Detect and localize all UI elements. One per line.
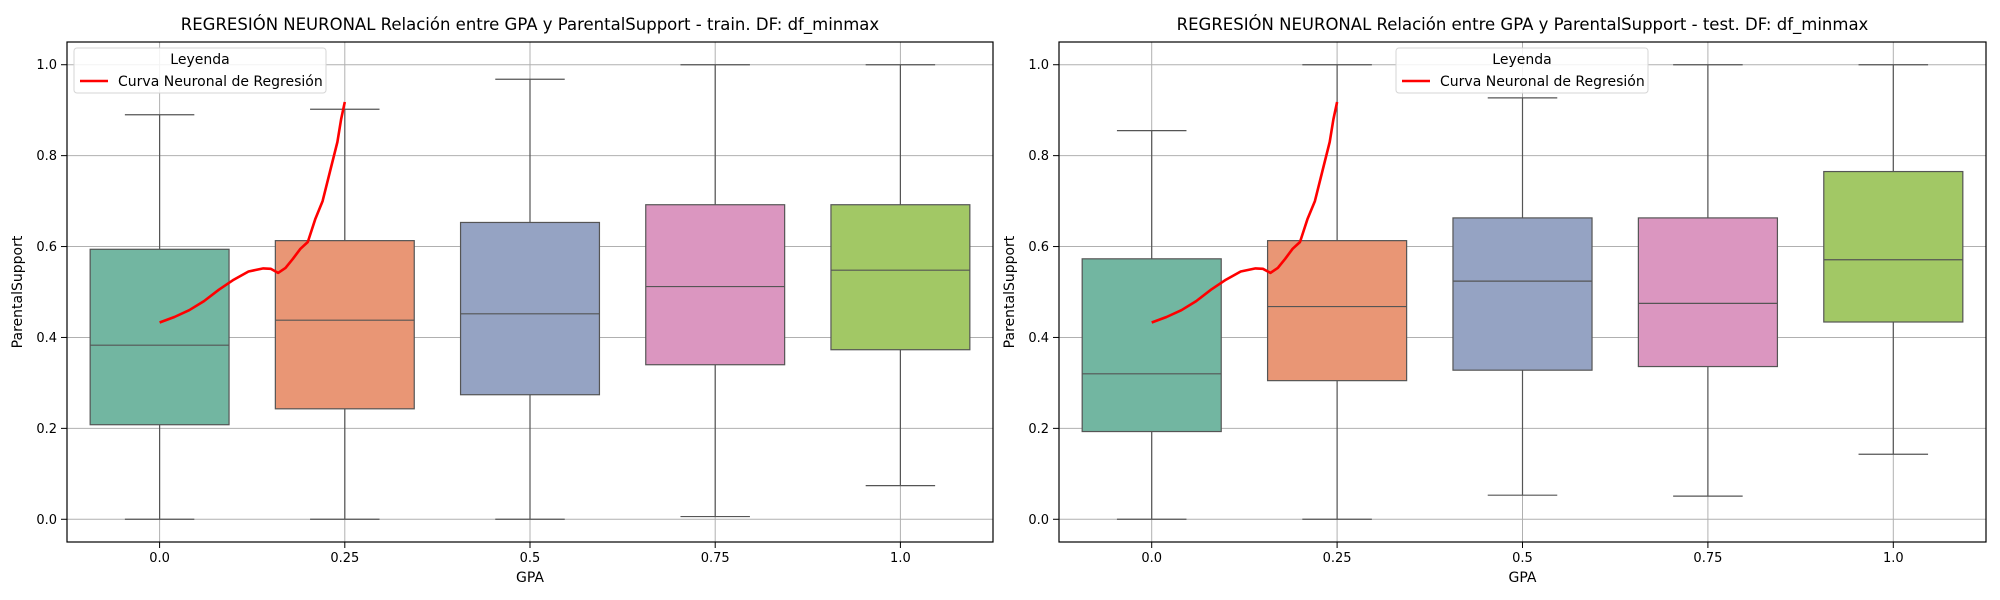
legend-title: Leyenda (1492, 52, 1551, 68)
x-tick-label: 0.25 (330, 551, 359, 566)
y-tick-label: 0.2 (1028, 422, 1049, 437)
legend-title: Leyenda (170, 52, 229, 68)
regression-curve (1151, 101, 1339, 324)
box-body (274, 240, 415, 410)
box-0.0 (1081, 130, 1222, 520)
y-axis-label: ParentalSupport (1002, 235, 1018, 348)
box-body (1266, 240, 1408, 382)
box-0.0 (89, 114, 230, 520)
x-tick-label: 1.0 (1883, 551, 1904, 566)
box-1.0 (1823, 64, 1964, 455)
box-body (830, 204, 971, 351)
box-0.5 (459, 78, 601, 520)
box-0.25 (274, 108, 415, 520)
y-tick-label: 0.6 (36, 240, 57, 255)
chart-title: REGRESIÓN NEURONAL Relación entre GPA y … (181, 15, 880, 35)
x-tick-label: 0.0 (149, 551, 170, 566)
chart-panel-train: 0.0 0.2 0.4 0.6 0.8 1.0 0.0 0.25 0.5 0.75 1.0 REGRE… (10, 15, 994, 586)
y-tick-label: 1.0 (36, 58, 57, 73)
box-0.75 (1637, 64, 1779, 497)
box-0.25 (1266, 64, 1408, 520)
y-tick-label: 0.0 (1028, 513, 1049, 528)
y-tick-label: 0.0 (36, 513, 57, 528)
y-axis-label: ParentalSupport (10, 235, 26, 348)
chart-title: REGRESIÓN NEURONAL Relación entre GPA y … (1177, 15, 1869, 35)
legend-label: Curva Neuronal de Regresión (1440, 74, 1645, 90)
regression-curve (159, 101, 347, 324)
y-tick-label: 0.4 (1028, 331, 1049, 346)
legend-box (73, 47, 327, 94)
box-body (645, 204, 786, 366)
y-tick-label: 1.0 (1028, 58, 1049, 73)
y-tick-label: 0.8 (1028, 149, 1049, 164)
x-axis-label: GPA (516, 570, 544, 586)
x-tick-label: 0.5 (520, 551, 541, 566)
legend: Leyenda Curva Neuronal de Regresión (73, 47, 327, 94)
box-0.75 (645, 64, 786, 518)
x-tick-label: 0.0 (1141, 551, 1162, 566)
legend-label: Curva Neuronal de Regresión (118, 74, 323, 90)
box-body (459, 221, 601, 396)
x-axis-label: GPA (1509, 570, 1537, 586)
box-0.5 (1452, 97, 1593, 496)
box-body (1081, 258, 1222, 433)
y-tick-label: 0.6 (1028, 240, 1049, 255)
y-tick-label: 0.8 (36, 149, 57, 164)
x-tick-label: 0.25 (1323, 551, 1352, 566)
legend-box (1395, 47, 1649, 94)
x-tick-label: 0.75 (1693, 551, 1722, 566)
chart-panel-test: 0.0 0.2 0.4 0.6 0.8 1.0 0.0 0.25 0.5 0.75 1.0 REGRE… (1002, 15, 1987, 586)
box-1.0 (830, 64, 971, 487)
box-body (1452, 217, 1593, 371)
legend: Leyenda Curva Neuronal de Regresión (1395, 47, 1649, 94)
box-body (89, 248, 230, 426)
box-body (1637, 217, 1779, 368)
x-tick-label: 0.5 (1512, 551, 1533, 566)
x-tick-label: 0.75 (701, 551, 730, 566)
y-tick-label: 0.4 (36, 331, 57, 346)
box-body (1823, 170, 1964, 323)
y-tick-label: 0.2 (36, 422, 57, 437)
x-tick-label: 1.0 (890, 551, 911, 566)
